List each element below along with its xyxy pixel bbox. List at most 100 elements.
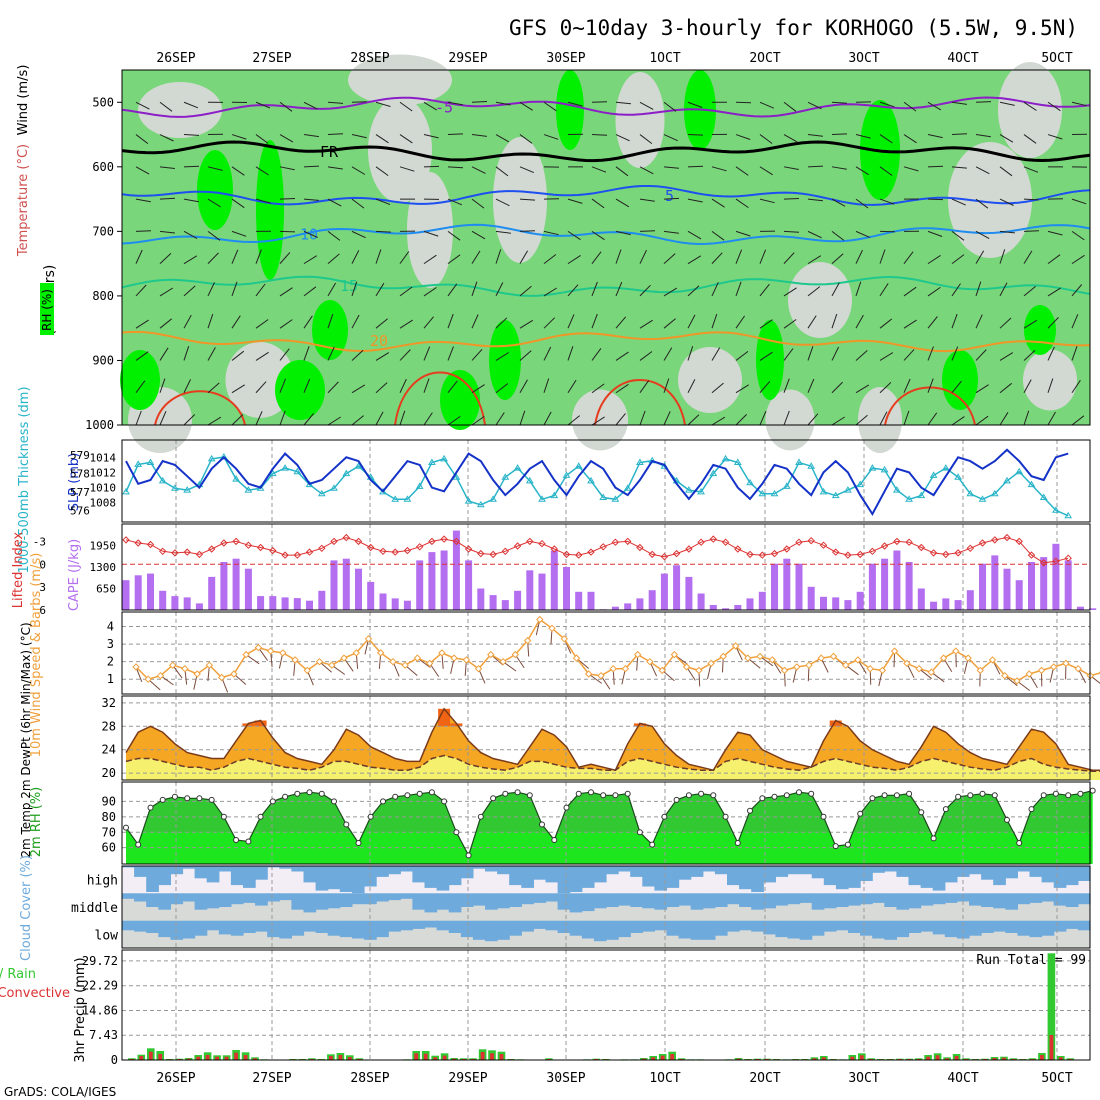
lifted-index-marker <box>611 538 620 546</box>
wind-barb <box>663 318 676 329</box>
thickness-marker <box>758 489 767 497</box>
cape-bar <box>758 591 766 610</box>
lifted-index-marker <box>379 547 387 556</box>
time-label-bottom: 29SEP <box>448 1071 487 1086</box>
cloud-cell <box>509 920 522 936</box>
thickness-marker <box>795 458 803 465</box>
wind-barb <box>831 381 843 394</box>
cape-bar <box>1052 543 1060 610</box>
wind-barb <box>999 198 1014 206</box>
lifted-index-marker <box>697 538 705 546</box>
wind-barb <box>207 252 219 264</box>
cloud-cell <box>932 893 946 905</box>
rh-moist-patch <box>1024 305 1056 355</box>
wind-barb <box>519 285 532 297</box>
rh-marker <box>477 813 484 820</box>
cloud-cell <box>472 920 486 940</box>
precip-convective-bar <box>1040 1055 1044 1060</box>
cloud-cell <box>763 920 776 935</box>
cloud-cell <box>545 866 559 883</box>
wind-barb <box>879 382 892 394</box>
cloud-ylabel: Cloud Cover (%) <box>19 855 34 961</box>
cloud-cell <box>678 920 692 939</box>
precip-convective-bar <box>414 1053 419 1060</box>
wind-barb <box>471 415 485 426</box>
wind-barb <box>1047 411 1056 426</box>
cloud-cell <box>170 893 184 905</box>
cloud-cell <box>485 920 498 942</box>
wind-barb <box>639 101 654 110</box>
wind-barb <box>1023 350 1036 361</box>
rh-marker <box>685 792 692 799</box>
lifted-index-marker <box>758 551 767 559</box>
cloud-frame <box>121 865 1091 949</box>
cloud-cell <box>666 920 680 936</box>
cape-bar <box>232 558 240 610</box>
wind-barb <box>903 166 919 172</box>
wind10m-marker <box>279 649 287 657</box>
wind-barb <box>135 230 152 232</box>
wind-barb <box>351 198 365 209</box>
cape-bar <box>942 598 950 610</box>
wind-barb <box>927 346 934 361</box>
lifted-index-ylabel: Lifted Index <box>11 531 26 608</box>
wind10m-marker <box>340 654 348 662</box>
cloud-cell <box>981 866 994 880</box>
wind-barb <box>711 198 725 208</box>
rh-marker <box>844 841 851 848</box>
cloud-cell <box>920 920 934 932</box>
cloud-cell <box>388 920 401 932</box>
wind-barb <box>663 134 678 142</box>
wind-barb <box>1047 346 1055 361</box>
cape-bar <box>624 603 632 610</box>
wind10m-marker <box>303 666 312 675</box>
lifted-index-marker <box>844 551 852 559</box>
wind-barb <box>495 101 511 106</box>
cape-bar <box>856 591 864 610</box>
thickness-marker <box>1039 493 1048 500</box>
wind-barb <box>567 379 577 393</box>
thickness-marker <box>562 471 571 478</box>
cloud-cell <box>1053 920 1067 932</box>
rh-dry-patch <box>1023 349 1077 411</box>
wind-barb <box>999 382 1013 394</box>
rh-marker <box>269 798 276 805</box>
wind-barb <box>423 412 433 426</box>
cape-bar <box>697 593 705 610</box>
lifted-index-marker <box>330 537 338 546</box>
cape-bar <box>452 530 460 610</box>
wind-barb <box>519 166 534 174</box>
upper-air-tick-label: 900 <box>92 353 114 367</box>
precip-convective-bar <box>186 1058 191 1060</box>
precip-tick-label: 0 <box>111 1053 118 1067</box>
precip-convective-bar <box>338 1055 343 1060</box>
cloud-cell <box>593 920 607 942</box>
rh-marker <box>416 790 423 797</box>
cloud-cell <box>218 893 232 907</box>
wind-barb <box>687 285 700 297</box>
rh-marker <box>490 795 497 802</box>
wind-barb <box>231 230 247 237</box>
wind10m-barb <box>845 664 859 676</box>
wind-barb <box>735 166 749 176</box>
cloud-cell <box>860 893 873 905</box>
lifted-index-marker <box>550 545 559 553</box>
cloud-cell <box>1065 866 1079 886</box>
cape-bar <box>1089 608 1097 610</box>
wind-barb <box>447 230 461 241</box>
temp-tick-label: 20 <box>102 766 116 780</box>
wind10m-marker <box>548 624 556 633</box>
precip-convective-bar <box>205 1055 210 1060</box>
wind-barb <box>279 378 286 393</box>
time-label-bottom: 30SEP <box>546 1071 585 1086</box>
time-label-top: 26SEP <box>156 51 195 66</box>
thickness-marker <box>770 489 779 497</box>
precip-tick-label: 29.72 <box>82 954 118 968</box>
wind-barb <box>615 281 623 297</box>
thickness-marker <box>220 453 228 460</box>
rh-marker <box>636 829 643 836</box>
wind-barb <box>1071 314 1079 329</box>
cape-bar <box>575 591 583 610</box>
wind-barb <box>783 166 799 170</box>
cloud-cell <box>243 893 256 903</box>
